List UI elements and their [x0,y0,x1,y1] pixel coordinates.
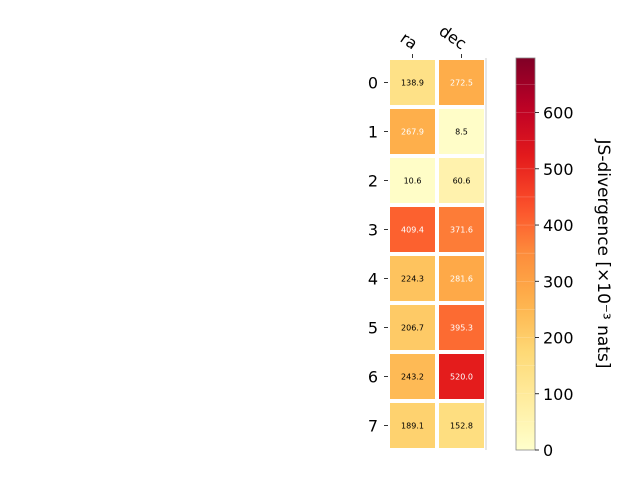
x-tick-label: dec [436,21,470,53]
x-axis-ticks: ra dec [397,21,470,58]
colorbar-tick-label: 100 [543,385,574,404]
colorbar-ticks: 0 100 200 300 400 500 600 [535,104,574,460]
cell-value-label: 224.3 [401,275,424,284]
heatmap-cell [437,107,486,156]
y-tick-label: 2 [368,172,378,191]
cell-value-label: 409.4 [401,226,424,235]
cell-value-label: 520.0 [450,373,473,382]
colorbar-tick-label: 200 [543,329,574,348]
heatmap-cell [437,303,486,352]
heatmap-cell [388,401,437,450]
y-tick-label: 4 [368,270,378,289]
cell-value-label: 267.9 [401,128,424,137]
cell-value-label: 272.5 [450,79,473,88]
heatmap-cell [437,156,486,205]
cell-value-label: 152.8 [450,422,473,431]
heatmap-cell [388,303,437,352]
colorbar-lines [516,84,535,423]
heatmap-cell [388,156,437,205]
x-tick-label: ra [397,28,421,53]
y-tick-label: 5 [368,319,378,338]
cell-value-label: 371.6 [450,226,473,235]
heatmap-cells: 138.9 272.5 267.9 8.5 10.6 60.6 409.4 371.6 224.… [388,58,487,450]
cell-value-label: 189.1 [401,422,424,431]
heatmap-cell [388,352,437,401]
colorbar-tick-label: 500 [543,160,574,179]
y-tick-label: 7 [368,417,378,436]
y-tick-label: 1 [368,123,378,142]
y-tick-label: 3 [368,221,378,240]
cell-value-label: 243.2 [401,373,424,382]
cell-value-label: 206.7 [401,324,424,333]
heatmap-cell [437,254,486,303]
heatmap-cell [437,205,486,254]
cell-value-label: 8.5 [455,128,468,137]
colorbar-tick-label: 0 [543,441,553,460]
y-tick-label: 0 [368,74,378,93]
heatmap-cell [388,205,437,254]
colorbar [515,57,536,451]
y-axis-ticks: 0 1 2 3 4 5 6 7 [368,74,388,436]
colorbar-tick-label: 300 [543,272,574,291]
heatmap-cell [437,58,486,107]
colorbar-label: JS-divergence [×10⁻³ nats] [593,139,613,369]
cell-value-label: 138.9 [401,79,424,88]
heatmap-cell [437,352,486,401]
heatmap-cell [388,58,437,107]
heatmap-cell [437,401,486,450]
colorbar-tick-label: 600 [543,104,574,123]
cell-value-label: 60.6 [453,177,471,186]
cell-value-label: 10.6 [404,177,422,186]
heatmap-cell [388,254,437,303]
y-tick-label: 6 [368,368,378,387]
colorbar-tick-label: 400 [543,216,574,235]
cell-value-label: 395.3 [450,324,473,333]
cell-value-label: 281.6 [450,275,473,284]
heatmap-cell [388,107,437,156]
